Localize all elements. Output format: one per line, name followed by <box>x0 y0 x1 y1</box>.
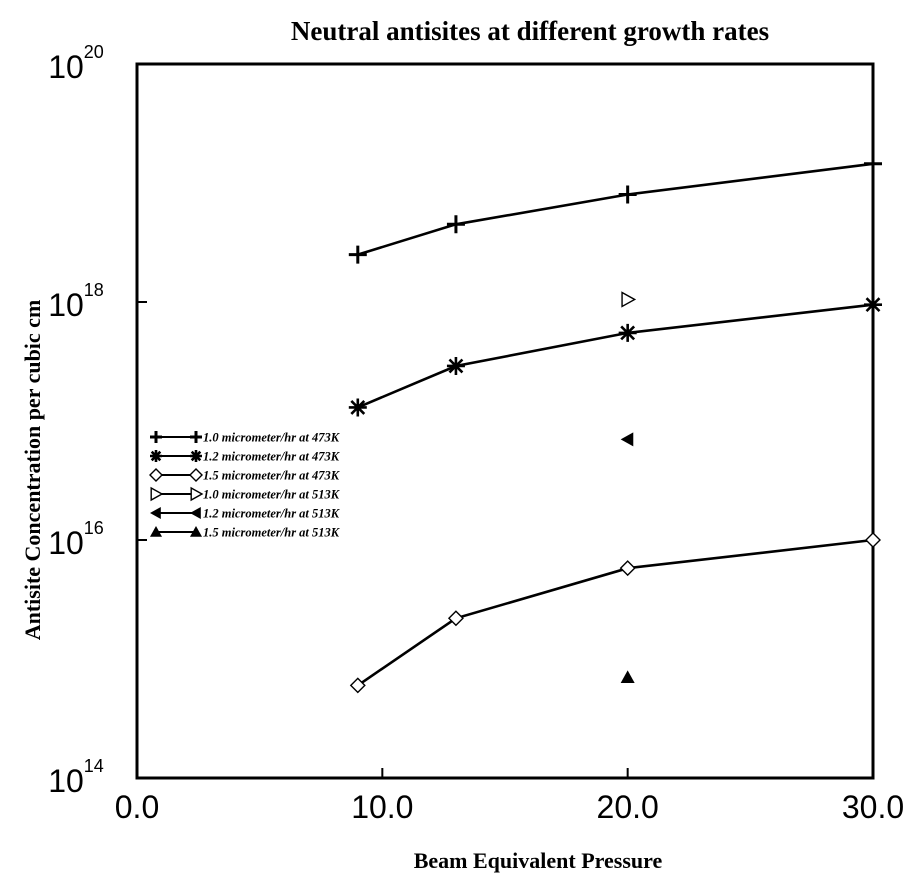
series-line-3 <box>357 538 874 687</box>
legend-item: 1.0 micrometer/hr at 513K <box>150 486 341 502</box>
data-point-diamond-open <box>619 560 636 577</box>
plot-frame <box>135 62 875 780</box>
x-tick-label: 10.0 <box>351 789 413 825</box>
legend-item: 1.2 micrometer/hr at 473K <box>150 450 341 464</box>
series-line-1 <box>357 162 874 256</box>
data-point-plus <box>446 215 465 234</box>
legend-item: 1.5 micrometer/hr at 513K <box>150 526 341 540</box>
y-tick-base: 10 <box>48 525 84 561</box>
y-tick-label: 1020 <box>48 42 104 85</box>
data-point-triangle-up-filled <box>190 526 202 537</box>
y-tick-base: 10 <box>48 287 84 323</box>
y-tick-label: 1018 <box>48 280 104 323</box>
y-tick-exponent: 14 <box>84 756 104 776</box>
data-point-diamond-open <box>865 532 881 548</box>
y-tick-exponent: 16 <box>84 518 104 538</box>
data-point-asterisk <box>864 295 882 314</box>
x-tick-label: 0.0 <box>115 789 159 825</box>
x-tick-label: 20.0 <box>597 789 659 825</box>
data-point-diamond-open <box>447 610 464 627</box>
data-point-plus <box>618 185 637 204</box>
legend-label: 1.0 micrometer/hr at 513K <box>203 488 341 502</box>
legend-item: 1.0 micrometer/hr at 473K <box>150 431 341 445</box>
data-point-asterisk <box>150 450 162 462</box>
data-point-plus <box>348 245 367 264</box>
data-point-triangle-left-filled <box>620 432 634 447</box>
data-point-triangle-left-filled <box>190 507 201 519</box>
legend-label: 1.2 micrometer/hr at 513K <box>203 507 341 521</box>
x-tick-label: 30.0 <box>842 789 904 825</box>
data-point-triangle-right-open <box>621 291 637 308</box>
data-point-triangle-right-open <box>190 486 204 502</box>
y-axis-label: Antisite Concentration per cubic cm <box>20 300 45 641</box>
y-tick-exponent: 18 <box>84 280 104 300</box>
y-tick-exponent: 20 <box>84 42 104 62</box>
y-tick-label: 1016 <box>48 518 104 561</box>
data-point-plus <box>864 154 882 173</box>
data-point-diamond-open <box>189 468 203 482</box>
y-tick-base: 10 <box>48 763 84 799</box>
legend-item: 1.2 micrometer/hr at 513K <box>150 507 341 521</box>
x-axis-label: Beam Equivalent Pressure <box>414 848 663 873</box>
series-line-2 <box>357 303 874 409</box>
legend-label: 1.5 micrometer/hr at 473K <box>203 469 341 483</box>
chart-title: Neutral antisites at different growth ra… <box>291 16 769 46</box>
legend-item: 1.5 micrometer/hr at 473K <box>149 468 341 483</box>
legend-label: 1.0 micrometer/hr at 473K <box>203 431 341 445</box>
legend-label: 1.5 micrometer/hr at 513K <box>203 526 341 540</box>
data-point-asterisk <box>618 323 637 342</box>
data-point-triangle-left-filled <box>150 507 161 519</box>
data-point-asterisk <box>190 450 202 462</box>
data-point-asterisk <box>446 356 465 375</box>
data-point-plus <box>150 431 162 443</box>
data-point-plus <box>190 431 202 443</box>
data-point-asterisk <box>348 398 367 417</box>
data-point-diamond-open <box>149 468 163 482</box>
data-point-triangle-right-open <box>150 486 164 502</box>
legend-label: 1.2 micrometer/hr at 473K <box>203 450 341 464</box>
legend: 1.0 micrometer/hr at 473K 1.2 micrometer/… <box>149 431 341 540</box>
data-point-triangle-up-filled <box>150 526 162 537</box>
y-tick-label: 1014 <box>48 756 104 799</box>
data-point-diamond-open <box>349 677 366 694</box>
y-tick-base: 10 <box>48 49 84 85</box>
data-point-triangle-up-filled <box>620 670 635 684</box>
